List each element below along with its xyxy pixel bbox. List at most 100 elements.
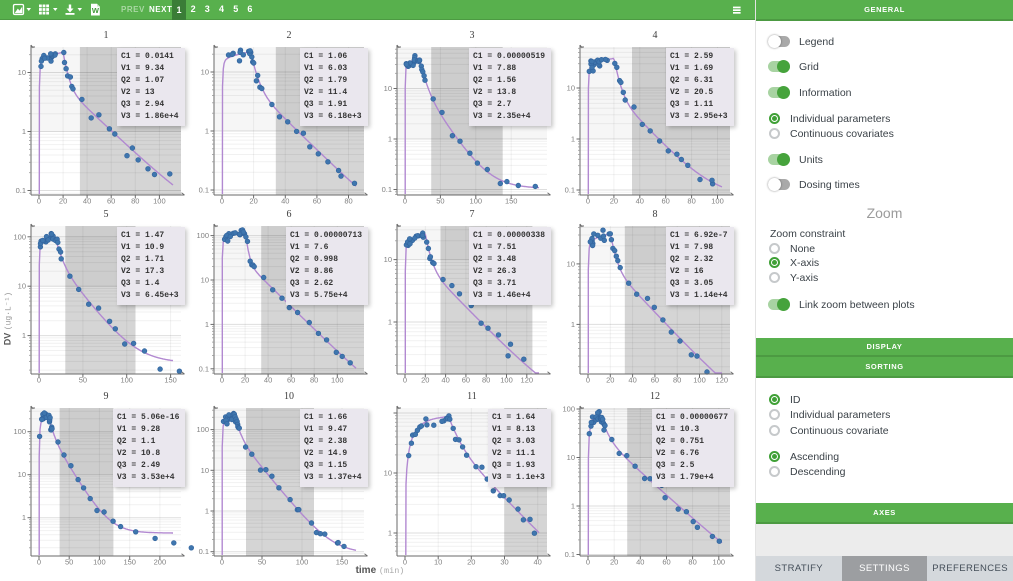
svg-text:1: 1: [22, 127, 26, 136]
svg-text:50: 50: [79, 376, 87, 385]
svg-text:10: 10: [18, 470, 26, 479]
svg-text:100: 100: [713, 558, 726, 567]
svg-text:11: 11: [467, 391, 477, 402]
svg-text:0: 0: [403, 197, 407, 206]
svg-text:20: 20: [467, 558, 475, 567]
svg-text:0.1: 0.1: [565, 186, 575, 195]
svg-text:5: 5: [104, 209, 109, 220]
svg-text:1: 1: [571, 135, 575, 144]
svg-text:80: 80: [131, 197, 139, 206]
svg-text:0.1: 0.1: [382, 185, 392, 194]
svg-text:120: 120: [716, 376, 729, 385]
svg-text:0: 0: [220, 197, 224, 206]
svg-text:0.1: 0.1: [199, 186, 209, 195]
svg-text:150: 150: [164, 376, 177, 385]
svg-text:10: 10: [567, 84, 575, 93]
svg-text:100: 100: [196, 231, 209, 240]
svg-text:10: 10: [384, 469, 392, 478]
svg-text:10: 10: [18, 282, 26, 291]
svg-text:10: 10: [384, 84, 392, 93]
svg-text:0: 0: [403, 376, 407, 385]
svg-text:100: 100: [331, 376, 344, 385]
svg-text:20: 20: [610, 197, 618, 206]
svg-text:0: 0: [220, 558, 224, 567]
svg-text:10: 10: [567, 453, 575, 462]
svg-text:0: 0: [586, 376, 590, 385]
svg-text:40: 40: [628, 376, 636, 385]
svg-text:10: 10: [384, 255, 392, 264]
svg-text:1: 1: [571, 320, 575, 329]
svg-text:150: 150: [123, 558, 136, 567]
svg-text:60: 60: [662, 197, 670, 206]
svg-text:100: 100: [562, 405, 575, 414]
svg-text:50: 50: [436, 197, 444, 206]
svg-text:150: 150: [505, 197, 518, 206]
svg-text:60: 60: [462, 376, 470, 385]
svg-text:100: 100: [500, 376, 513, 385]
svg-text:0: 0: [37, 197, 41, 206]
svg-text:50: 50: [258, 558, 266, 567]
svg-text:100: 100: [296, 558, 309, 567]
svg-text:50: 50: [65, 558, 73, 567]
svg-text:1: 1: [22, 513, 26, 522]
svg-text:20: 20: [249, 197, 257, 206]
svg-text:7: 7: [470, 209, 475, 220]
svg-text:6: 6: [287, 209, 292, 220]
svg-text:100: 100: [13, 232, 26, 241]
svg-text:1: 1: [205, 320, 209, 329]
svg-text:3: 3: [470, 30, 475, 41]
svg-text:40: 40: [281, 197, 289, 206]
svg-text:1: 1: [205, 127, 209, 136]
svg-text:10: 10: [567, 259, 575, 268]
svg-text:0: 0: [37, 558, 41, 567]
svg-text:0.1: 0.1: [16, 186, 26, 195]
svg-text:9: 9: [104, 391, 109, 402]
svg-text:20: 20: [241, 376, 249, 385]
svg-text:0.1: 0.1: [565, 550, 575, 559]
svg-text:10: 10: [18, 68, 26, 77]
svg-text:10: 10: [201, 276, 209, 285]
svg-text:1: 1: [104, 30, 109, 41]
svg-text:60: 60: [662, 558, 670, 567]
svg-text:8: 8: [653, 209, 658, 220]
svg-text:10: 10: [201, 466, 209, 475]
svg-text:1: 1: [571, 502, 575, 511]
svg-text:120: 120: [521, 376, 534, 385]
svg-text:60: 60: [313, 197, 321, 206]
svg-text:10: 10: [284, 391, 294, 402]
svg-text:1: 1: [205, 507, 209, 516]
svg-text:40: 40: [534, 558, 542, 567]
svg-text:2: 2: [287, 30, 292, 41]
svg-text:10: 10: [434, 558, 442, 567]
svg-text:80: 80: [482, 376, 490, 385]
svg-text:0: 0: [220, 376, 224, 385]
svg-text:40: 40: [83, 197, 91, 206]
svg-text:150: 150: [336, 558, 349, 567]
svg-text:80: 80: [344, 197, 352, 206]
svg-text:100: 100: [13, 427, 26, 436]
svg-text:100: 100: [196, 425, 209, 434]
svg-text:1: 1: [388, 135, 392, 144]
svg-text:W: W: [92, 6, 100, 15]
svg-text:100: 100: [470, 197, 483, 206]
svg-text:60: 60: [651, 376, 659, 385]
svg-text:4: 4: [653, 30, 658, 41]
svg-text:0: 0: [586, 197, 590, 206]
svg-text:1: 1: [22, 331, 26, 340]
svg-text:0.1: 0.1: [199, 547, 209, 556]
svg-text:100: 100: [93, 558, 106, 567]
svg-text:10: 10: [201, 68, 209, 77]
svg-text:100: 100: [120, 376, 133, 385]
svg-text:80: 80: [673, 376, 681, 385]
svg-text:1: 1: [388, 318, 392, 327]
svg-text:40: 40: [636, 558, 644, 567]
svg-text:80: 80: [688, 558, 696, 567]
svg-text:60: 60: [107, 197, 115, 206]
svg-text:12: 12: [650, 391, 660, 402]
svg-text:40: 40: [636, 197, 644, 206]
svg-text:0: 0: [586, 558, 590, 567]
svg-text:20: 20: [59, 197, 67, 206]
svg-text:100: 100: [711, 197, 724, 206]
svg-text:0.1: 0.1: [199, 364, 209, 373]
svg-text:0: 0: [37, 376, 41, 385]
